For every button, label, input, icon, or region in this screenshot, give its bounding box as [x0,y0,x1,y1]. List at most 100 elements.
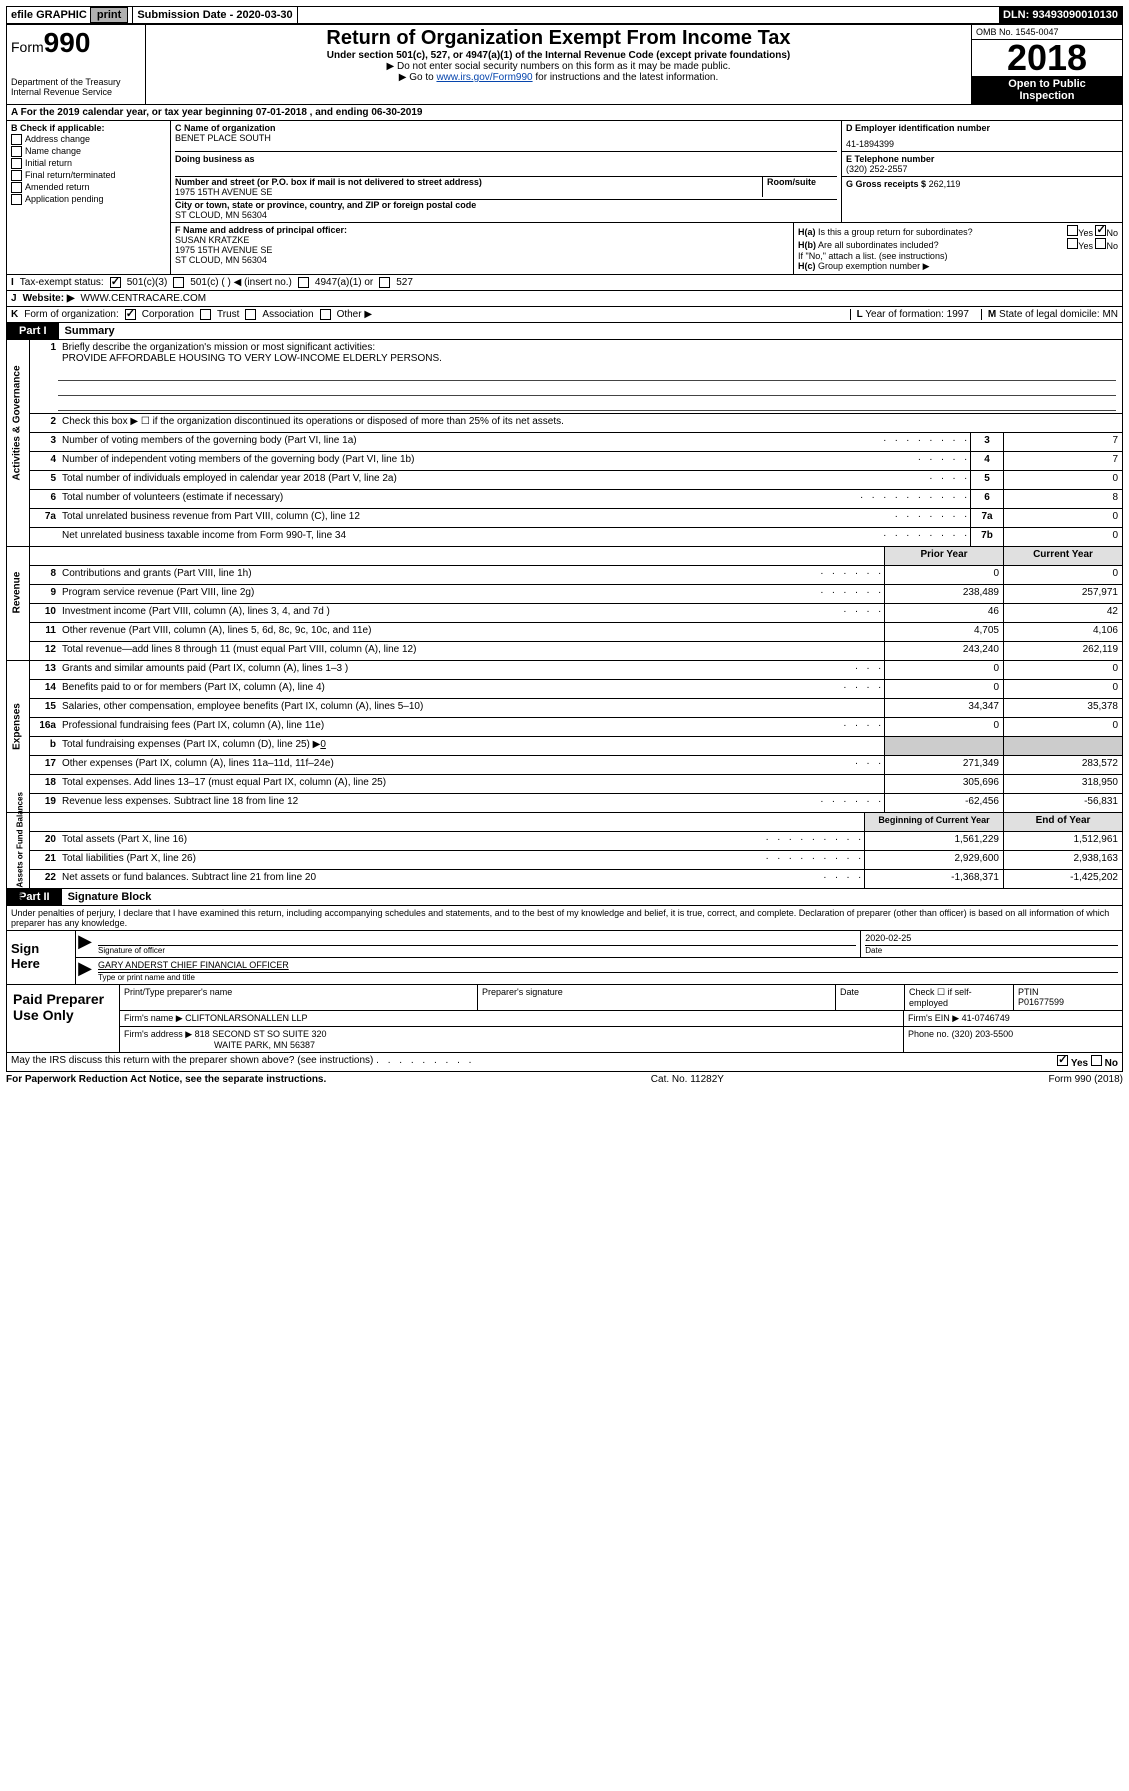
row-k: K Form of organization: Corporation Trus… [6,307,1123,323]
chk-pending[interactable] [11,194,22,205]
chk-527[interactable] [379,277,390,288]
l20c: 1,512,961 [1003,832,1122,850]
officer-addr2: ST CLOUD, MN 56304 [175,255,789,265]
opt-527: 527 [396,277,413,288]
tax-year: 2018 [972,40,1122,76]
officer-name: SUSAN KRATZKE [175,235,789,245]
opt-final: Final return/terminated [25,170,116,180]
part1-header: Part I Summary [6,323,1123,340]
header-center: Return of Organization Exempt From Incom… [146,25,972,104]
ein-value: 41-1894399 [846,139,1118,149]
opt-other: Other ▶ [337,309,372,320]
l4-desc: Number of independent voting members of … [58,452,918,470]
no-text: No [1106,228,1118,238]
org-address: 1975 15TH AVENUE SE [175,187,762,197]
l16ap: 0 [884,718,1003,736]
l17c: 283,572 [1003,756,1122,774]
chk-501c[interactable] [173,277,184,288]
col-de: D Employer identification number 41-1894… [842,121,1122,222]
l18p: 305,696 [884,775,1003,793]
form-header: Form990 Department of the Treasury Inter… [6,24,1123,105]
revenue-section: Revenue Prior YearCurrent Year 8Contribu… [6,547,1123,661]
chk-final[interactable] [11,170,22,181]
part2-title: Signature Block [62,889,158,905]
l5-val: 0 [1003,471,1122,489]
hc-text: Group exemption number ▶ [818,261,929,271]
row-j: J Website: ▶ WWW.CENTRACARE.COM [6,291,1123,307]
hb-yes[interactable] [1067,238,1078,249]
l1-desc: Briefly describe the organization's miss… [62,342,375,353]
part1-tab: Part I [7,323,59,339]
col-h: H(a) Is this a group return for subordin… [794,223,1122,274]
sign-block: Sign Here ▶ Signature of officer 2020-02… [6,931,1123,985]
discuss-no-text: No [1105,1058,1118,1069]
efile-text: efile GRAPHIC [11,9,87,21]
l9c: 257,971 [1003,585,1122,603]
l-val: 1997 [947,309,969,320]
paid-h3: Date [836,985,905,1010]
sign-arrow-icon: ▶ [76,931,94,957]
l15p: 34,347 [884,699,1003,717]
chk-corp[interactable] [125,309,136,320]
opt-address: Address change [25,134,90,144]
chk-initial[interactable] [11,158,22,169]
paid-phone: (320) 203-5500 [952,1029,1014,1039]
ha-yes[interactable] [1067,225,1078,236]
opt-assoc: Association [262,309,313,320]
l1-val: PROVIDE AFFORDABLE HOUSING TO VERY LOW-I… [62,353,442,364]
irs-link[interactable]: www.irs.gov/Form990 [436,72,532,83]
submission-date: Submission Date - 2020-03-30 [133,7,297,23]
no-text2: No [1106,241,1118,251]
l4-val: 7 [1003,452,1122,470]
print-button[interactable]: print [90,7,128,23]
chk-namechange[interactable] [11,146,22,157]
chk-amended[interactable] [11,182,22,193]
gross-label: G Gross receipts $ [846,179,926,189]
phone-label: E Telephone number [846,154,1118,164]
l14p: 0 [884,680,1003,698]
l20p: 1,561,229 [864,832,1003,850]
hb-no[interactable] [1095,238,1106,249]
l11c: 4,106 [1003,623,1122,641]
col-cg: C Name of organization BENET PLACE SOUTH… [171,121,1122,274]
form-note1: ▶ Do not enter social security numbers o… [150,61,967,72]
expenses-section: Expenses 13Grants and similar amounts pa… [6,661,1123,813]
discuss-yes[interactable] [1057,1055,1068,1066]
city-label: City or town, state or province, country… [175,200,837,210]
form-number: 990 [44,27,91,58]
l18c: 318,950 [1003,775,1122,793]
sign-name-label: Type or print name and title [98,972,1118,982]
row-i: I Tax-exempt status: 501(c)(3) 501(c) ( … [6,275,1123,291]
opt-501c: 501(c) ( ) ◀ (insert no.) [190,277,292,288]
k-text: Form of organization: [24,309,119,320]
chk-address[interactable] [11,134,22,145]
chk-assoc[interactable] [245,309,256,320]
chk-4947[interactable] [298,277,309,288]
l16b-val: 0 [320,739,326,750]
head-prior: Prior Year [884,547,1003,565]
row-a-taxyear: A For the 2019 calendar year, or tax yea… [6,105,1123,121]
gross-value: 262,119 [929,179,961,189]
l10-desc: Investment income (Part VIII, column (A)… [58,604,844,622]
l2-desc: Check this box ▶ ☐ if the organization d… [58,414,1122,432]
sign-arrow2-icon: ▶ [76,958,94,984]
opt-4947: 4947(a)(1) or [315,277,373,288]
l7a-val: 0 [1003,509,1122,527]
chk-trust[interactable] [200,309,211,320]
footer-right: Form 990 (2018) [1049,1074,1123,1085]
l16a-desc: Professional fundraising fees (Part IX, … [58,718,844,736]
paid-label: Paid Preparer Use Only [7,985,120,1052]
perjury-text: Under penalties of perjury, I declare th… [6,906,1123,931]
footer-row: For Paperwork Reduction Act Notice, see … [6,1072,1123,1087]
head-begin: Beginning of Current Year [864,813,1003,831]
l5-desc: Total number of individuals employed in … [58,471,930,489]
discuss-no[interactable] [1091,1055,1102,1066]
dept-treasury: Department of the Treasury [11,77,141,87]
sig-label: Signature of officer [98,945,856,955]
ha-text: Is this a group return for subordinates? [818,227,973,237]
ha-no[interactable] [1095,225,1106,236]
chk-501c3[interactable] [110,277,121,288]
head-end: End of Year [1003,813,1122,831]
opt-trust: Trust [217,309,239,320]
chk-other[interactable] [320,309,331,320]
